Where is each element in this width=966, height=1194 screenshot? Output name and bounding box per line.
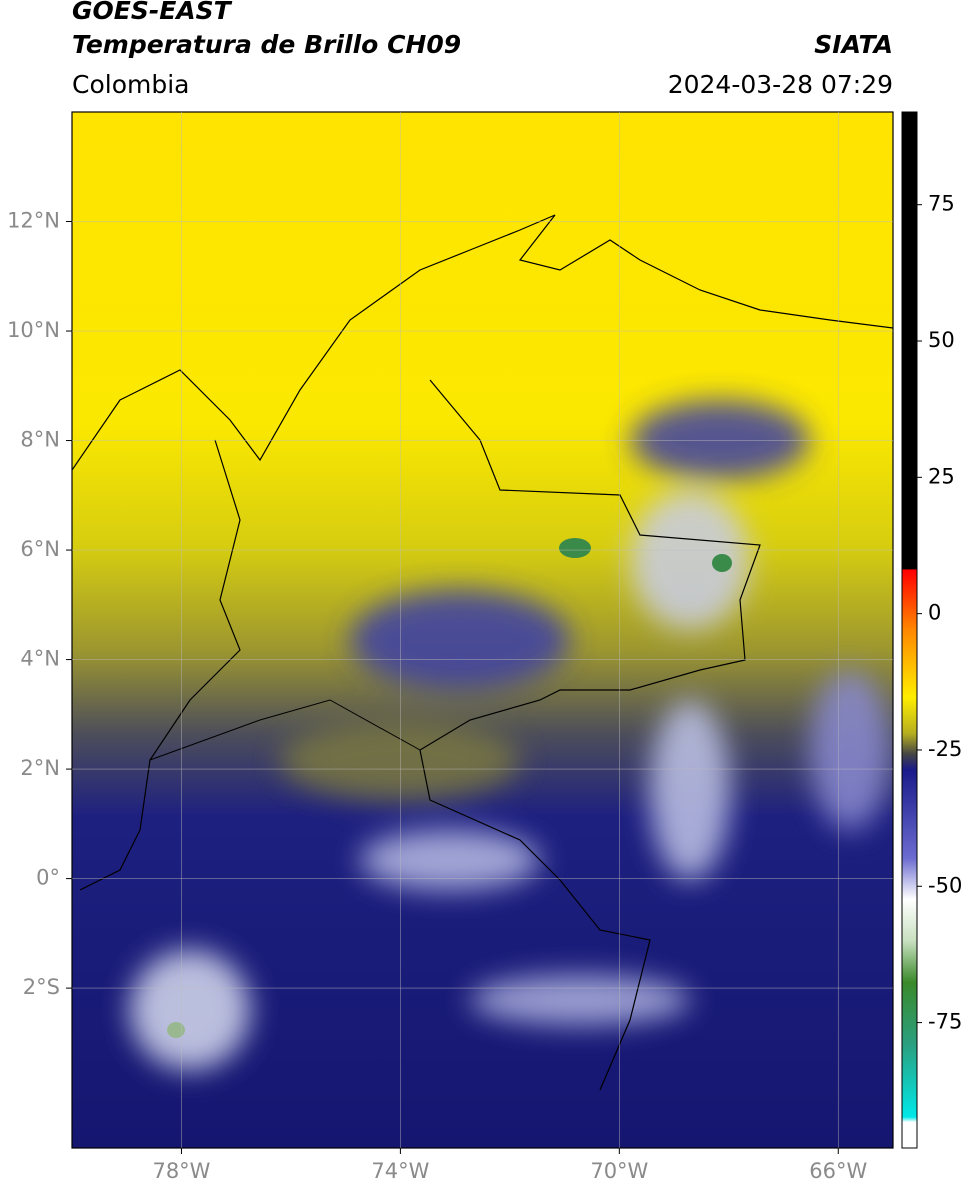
colorbar-tick-label: 0 [928, 601, 941, 625]
source: SIATA [814, 30, 893, 59]
y-tick-label: 6°N [20, 537, 60, 561]
datetime: 2024-03-28 07:29 [668, 70, 893, 99]
region: Colombia [72, 70, 189, 99]
colorbar-tick-label: -75 [928, 1010, 962, 1034]
y-tick-label: 0° [36, 866, 60, 890]
y-tick-label: 4°N [20, 647, 60, 671]
y-tick-label: 12°N [7, 209, 60, 233]
map-frame [71, 111, 894, 1149]
colorbar-tick-label: 25 [928, 464, 955, 488]
y-tick-label: 10°N [7, 318, 60, 342]
x-tick-label: 70°W [590, 1159, 648, 1183]
colorbar-tick-label: -50 [928, 873, 962, 897]
product: Temperatura de Brillo CH09 [72, 30, 461, 59]
colorbar-tick-label: 75 [928, 192, 955, 216]
y-tick-label: 8°N [20, 428, 60, 452]
colorbar-tick-label: -25 [928, 737, 962, 761]
satellite: GOES-EAST [72, 0, 233, 25]
x-tick-label: 74°W [371, 1159, 429, 1183]
x-tick-label: 66°W [809, 1159, 867, 1183]
colorbar [901, 111, 918, 1149]
y-tick-label: 2°S [23, 975, 60, 999]
x-tick-label: 78°W [152, 1159, 210, 1183]
y-tick-label: 2°N [20, 756, 60, 780]
colorbar-tick-label: 50 [928, 328, 955, 352]
satellite-image [72, 112, 893, 1148]
